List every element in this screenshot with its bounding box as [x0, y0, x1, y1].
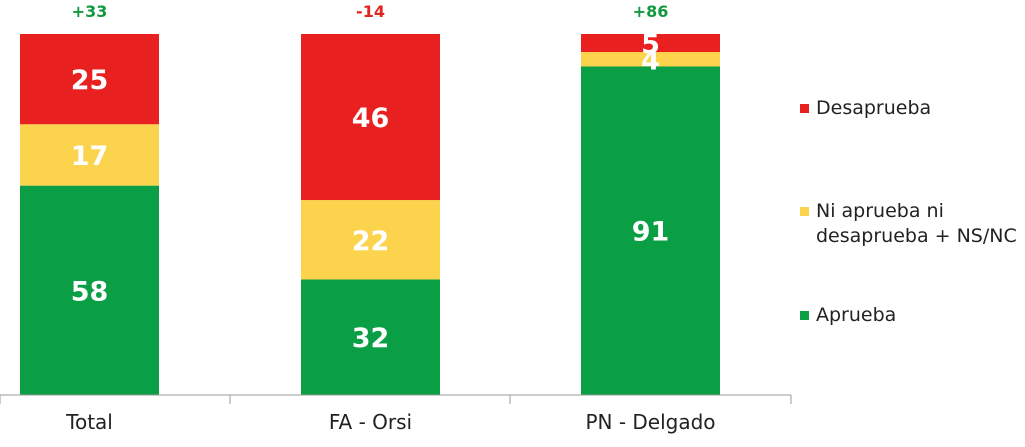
bar-fa-orsi-ni-aprueba-ni-desaprueba-ns-nc [301, 200, 440, 280]
legend-label-desaprueba: Desaprueba [816, 97, 932, 119]
legend-swatch-desaprueba [800, 104, 809, 113]
data-label-pn-delgado-ni-aprueba-ni-desaprueba-ns-nc: 4 [641, 45, 660, 76]
legend-label-ni-aprueba-line-1: Ni aprueba ni [816, 200, 944, 222]
bar-pn-delgado-desaprueba [581, 34, 720, 53]
bar-fa-orsi-desaprueba [301, 34, 440, 201]
data-label-pn-delgado-aprueba: 91 [632, 217, 670, 248]
chart-legend: Desaprueba Ni aprueba ni desaprueba + NS… [800, 0, 1025, 447]
data-label-total-ni-aprueba-ni-desaprueba-ns-nc: 17 [71, 141, 109, 172]
legend-item-ni-aprueba: Ni aprueba ni desaprueba + NS/NC [800, 199, 1017, 249]
data-label-fa-orsi-ni-aprueba-ni-desaprueba-ns-nc: 22 [352, 226, 390, 257]
legend-label-aprueba: Aprueba [816, 304, 897, 326]
legend-label-ni-aprueba-line-2: desaprueba + NS/NC [816, 225, 1017, 247]
net-label-pn-delgado: +86 [633, 2, 669, 21]
bar-pn-delgado-aprueba [581, 66, 720, 396]
data-label-fa-orsi-desaprueba: 46 [352, 103, 390, 134]
legend-swatch-aprueba [800, 311, 809, 320]
bar-total-aprueba [20, 185, 159, 395]
net-label-fa-orsi: -14 [356, 2, 385, 21]
x-tick-label-total: Total [65, 410, 113, 434]
x-tick-label-fa-orsi: FA - Orsi [329, 410, 412, 434]
bar-fa-orsi-aprueba [301, 279, 440, 395]
bar-pn-delgado-ni-aprueba-ni-desaprueba-ns-nc [581, 52, 720, 67]
data-label-total-aprueba: 58 [71, 276, 109, 307]
legend-swatch-ni-aprueba [800, 207, 809, 216]
bar-total-ni-aprueba-ni-desaprueba-ns-nc [20, 124, 159, 186]
stacked-bar-chart: 58 17 25 +33 Total 32 22 46 -14 FA - Orsi 91 45 +86 P… [0, 2, 792, 434]
net-label-total: +33 [72, 2, 108, 21]
legend-item-aprueba: Aprueba [800, 303, 896, 328]
data-label-pn-delgado-desaprueba: 5 [641, 29, 660, 60]
data-label-fa-orsi-aprueba: 32 [352, 323, 390, 354]
data-label-total-desaprueba: 25 [71, 65, 109, 96]
x-tick-label-pn-delgado: PN - Delgado [585, 410, 715, 434]
bar-total-desaprueba [20, 34, 159, 125]
legend-item-desaprueba: Desaprueba [800, 96, 931, 121]
